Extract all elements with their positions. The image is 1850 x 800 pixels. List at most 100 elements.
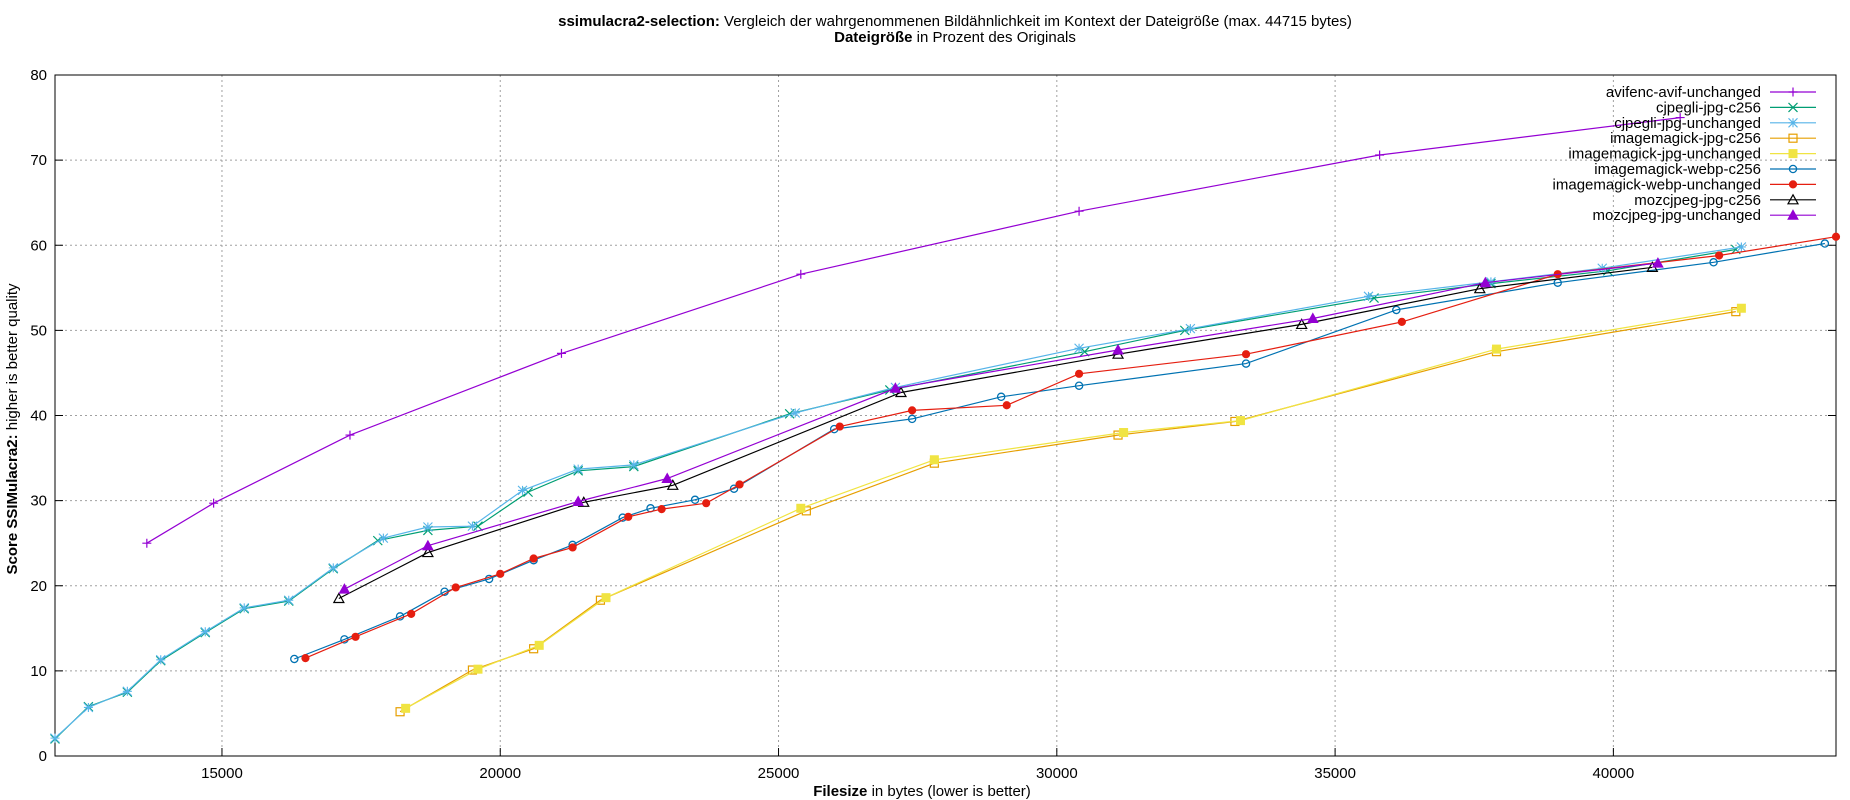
data-point bbox=[729, 484, 739, 493]
series-avifenc-avif-unchanged bbox=[142, 113, 1685, 548]
series-line bbox=[294, 242, 1825, 660]
data-point bbox=[451, 583, 460, 592]
data-point bbox=[908, 406, 917, 415]
legend-label: cjpegli-jpg-unchanged bbox=[1614, 115, 1761, 132]
data-point bbox=[601, 593, 611, 603]
data-point bbox=[200, 626, 211, 637]
data-point bbox=[666, 479, 679, 490]
data-point bbox=[83, 702, 94, 713]
data-point bbox=[1241, 350, 1251, 359]
legend-marker bbox=[1788, 149, 1798, 159]
data-point bbox=[996, 392, 1006, 402]
data-point bbox=[1112, 343, 1124, 355]
x-tick-label: 25000 bbox=[758, 765, 800, 782]
data-point bbox=[1736, 242, 1747, 252]
legend-marker bbox=[1788, 180, 1798, 189]
data-point bbox=[556, 348, 566, 358]
data-point bbox=[529, 554, 538, 563]
legend: avifenc-avif-unchangedcjpegli-jpg-c256cj… bbox=[1553, 84, 1816, 224]
data-point bbox=[1392, 305, 1401, 315]
data-point bbox=[1473, 282, 1486, 294]
series-imagemagick-webp-c256 bbox=[290, 239, 1830, 664]
x-axis-label: Filesize in bytes (lower is better) bbox=[813, 783, 1031, 800]
data-point bbox=[1074, 381, 1084, 390]
data-point bbox=[1652, 257, 1664, 268]
data-point bbox=[332, 592, 345, 604]
legend-label: mozcjpeg-jpg-unchanged bbox=[1593, 207, 1761, 224]
legend-entry: mozcjpeg-jpg-c256 bbox=[1634, 192, 1816, 209]
data-point bbox=[661, 472, 674, 483]
y-tick-label: 30 bbox=[30, 493, 47, 510]
data-point bbox=[702, 499, 711, 508]
data-point bbox=[907, 414, 917, 424]
data-point bbox=[1709, 258, 1718, 267]
series-line bbox=[54, 248, 1736, 740]
series-imagemagick-webp-unchanged bbox=[301, 232, 1841, 663]
data-point bbox=[1820, 239, 1830, 248]
legend-entry: imagemagick-webp-c256 bbox=[1594, 161, 1816, 178]
data-point bbox=[209, 498, 219, 508]
data-point bbox=[1295, 318, 1308, 330]
data-point bbox=[1074, 206, 1084, 216]
data-point bbox=[657, 505, 666, 514]
data-point bbox=[1241, 359, 1251, 368]
data-point bbox=[1306, 312, 1319, 323]
series-line bbox=[344, 262, 1658, 590]
data-point bbox=[796, 269, 806, 279]
data-point bbox=[473, 664, 483, 674]
series-line bbox=[338, 266, 1653, 600]
series-imagemagick-jpg-c256 bbox=[395, 307, 1741, 717]
legend-label: imagemagick-webp-unchanged bbox=[1553, 176, 1761, 193]
data-point bbox=[1479, 276, 1492, 288]
y-tick-label: 20 bbox=[30, 578, 47, 595]
series-cjpegli-jpg-c256 bbox=[50, 244, 1741, 744]
x-tick-label: 30000 bbox=[1036, 765, 1078, 782]
legend-entry: cjpegli-jpg-unchanged bbox=[1614, 115, 1816, 132]
y-tick-label: 10 bbox=[30, 663, 47, 680]
data-point bbox=[422, 539, 434, 551]
legend-entry: imagemagick-jpg-c256 bbox=[1610, 130, 1816, 147]
data-point bbox=[624, 512, 633, 521]
grid bbox=[55, 75, 1836, 756]
data-point bbox=[735, 480, 744, 489]
data-point bbox=[1491, 344, 1501, 354]
data-point bbox=[407, 609, 416, 618]
data-point bbox=[1831, 232, 1841, 241]
legend-entry: imagemagick-webp-unchanged bbox=[1553, 176, 1816, 193]
data-point bbox=[338, 583, 351, 594]
data-point bbox=[573, 464, 584, 475]
data-point bbox=[345, 430, 355, 440]
data-point bbox=[568, 543, 577, 552]
data-point bbox=[517, 485, 528, 496]
data-point bbox=[835, 422, 844, 431]
y-tick-label: 60 bbox=[30, 237, 47, 254]
data-point bbox=[50, 733, 60, 744]
axes: 0 10 20 30 40 50 60 70 80 15000 20000 25000 30000 350… bbox=[30, 67, 1837, 782]
series-line bbox=[305, 236, 1837, 659]
data-point bbox=[155, 654, 166, 665]
data-point bbox=[790, 408, 801, 418]
data-point bbox=[1736, 303, 1746, 313]
data-point bbox=[1119, 428, 1129, 438]
legend-label: imagemagick-webp-c256 bbox=[1594, 161, 1761, 178]
y-tick-label: 50 bbox=[30, 322, 47, 339]
data-point bbox=[889, 382, 902, 393]
chart-title: ssimulacra2-selection: Vergleich der wah… bbox=[558, 13, 1352, 30]
legend-entry: cjpegli-jpg-c256 bbox=[1656, 99, 1816, 116]
legend-label: avifenc-avif-unchanged bbox=[1606, 84, 1761, 101]
y-tick-label: 70 bbox=[30, 152, 47, 169]
series-line bbox=[399, 311, 1736, 713]
data-point bbox=[401, 703, 411, 713]
data-point bbox=[122, 686, 133, 697]
legend-marker bbox=[1788, 87, 1798, 97]
x2-axis-label: Dateigröße in Prozent des Originals bbox=[834, 29, 1076, 46]
data-point bbox=[1597, 263, 1608, 274]
data-point bbox=[1235, 416, 1245, 426]
data-point bbox=[283, 595, 294, 606]
series-mozcjpeg-jpg-c256 bbox=[332, 261, 1659, 604]
legend-entry: imagemagick-jpg-unchanged bbox=[1568, 146, 1816, 163]
series-mozcjpeg-jpg-unchanged bbox=[338, 257, 1664, 594]
legend-marker bbox=[1788, 117, 1798, 128]
data-point bbox=[1074, 369, 1084, 378]
